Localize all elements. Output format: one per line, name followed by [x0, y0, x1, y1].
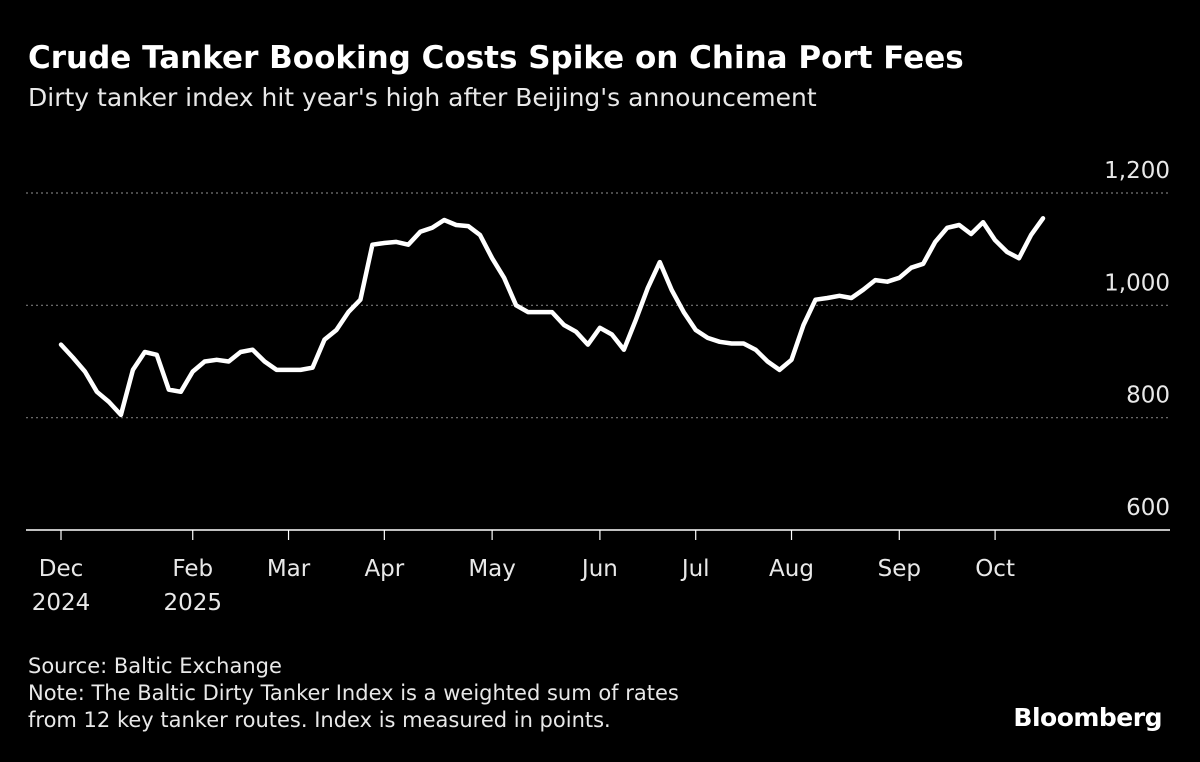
- x-tick-label: Apr: [364, 556, 404, 582]
- brand: Bloomberg: [1013, 703, 1162, 732]
- chart-subtitle: Dirty tanker index hit year's high after…: [28, 83, 817, 112]
- x-tick-label: May: [468, 556, 516, 582]
- x-tick-label: Dec: [39, 556, 84, 582]
- x-tick-label: Mar: [267, 556, 311, 582]
- source: Source: Baltic Exchange: [28, 654, 282, 678]
- y-tick-label: 600: [1126, 495, 1170, 521]
- y-tick-label: 1,200: [1104, 158, 1170, 184]
- x-tick-label: Sep: [878, 556, 921, 582]
- data-line: [58, 216, 1046, 418]
- chart: 600 800 1,000 1,200 Dec 2024 Feb 2025 Mar Apr May J…: [26, 158, 1170, 616]
- y-tick-label: 1,000: [1104, 270, 1170, 296]
- note: Note: The Baltic Dirty Tanker Index is a…: [28, 681, 679, 732]
- y-tick-label: 800: [1126, 383, 1170, 409]
- x-tick-year: 2024: [32, 590, 91, 616]
- footer: Source: Baltic Exchange Note: The Baltic…: [28, 653, 728, 734]
- x-tick-year: 2025: [163, 590, 222, 616]
- x-tick-label: Oct: [975, 556, 1015, 582]
- chart-title: Crude Tanker Booking Costs Spike on Chin…: [28, 40, 964, 76]
- x-tick-label: Feb: [172, 556, 213, 582]
- x-tick-label: Aug: [769, 556, 814, 582]
- x-tick-label: Jul: [680, 556, 710, 582]
- x-tick-label: Jun: [580, 556, 618, 582]
